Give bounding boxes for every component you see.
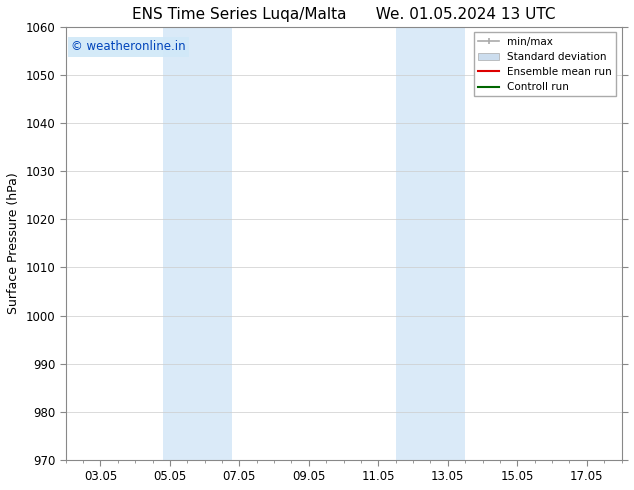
Bar (163, 27, 233, 460)
Legend: min/max, Standard deviation, Ensemble mean run, Controll run: min/max, Standard deviation, Ensemble me… (474, 32, 616, 97)
Text: © weatheronline.in: © weatheronline.in (71, 40, 186, 53)
Y-axis label: Surface Pressure (hPa): Surface Pressure (hPa) (7, 172, 20, 314)
Bar (396, 27, 465, 460)
Title: ENS Time Series Luqa/Malta      We. 01.05.2024 13 UTC: ENS Time Series Luqa/Malta We. 01.05.202… (132, 7, 555, 22)
